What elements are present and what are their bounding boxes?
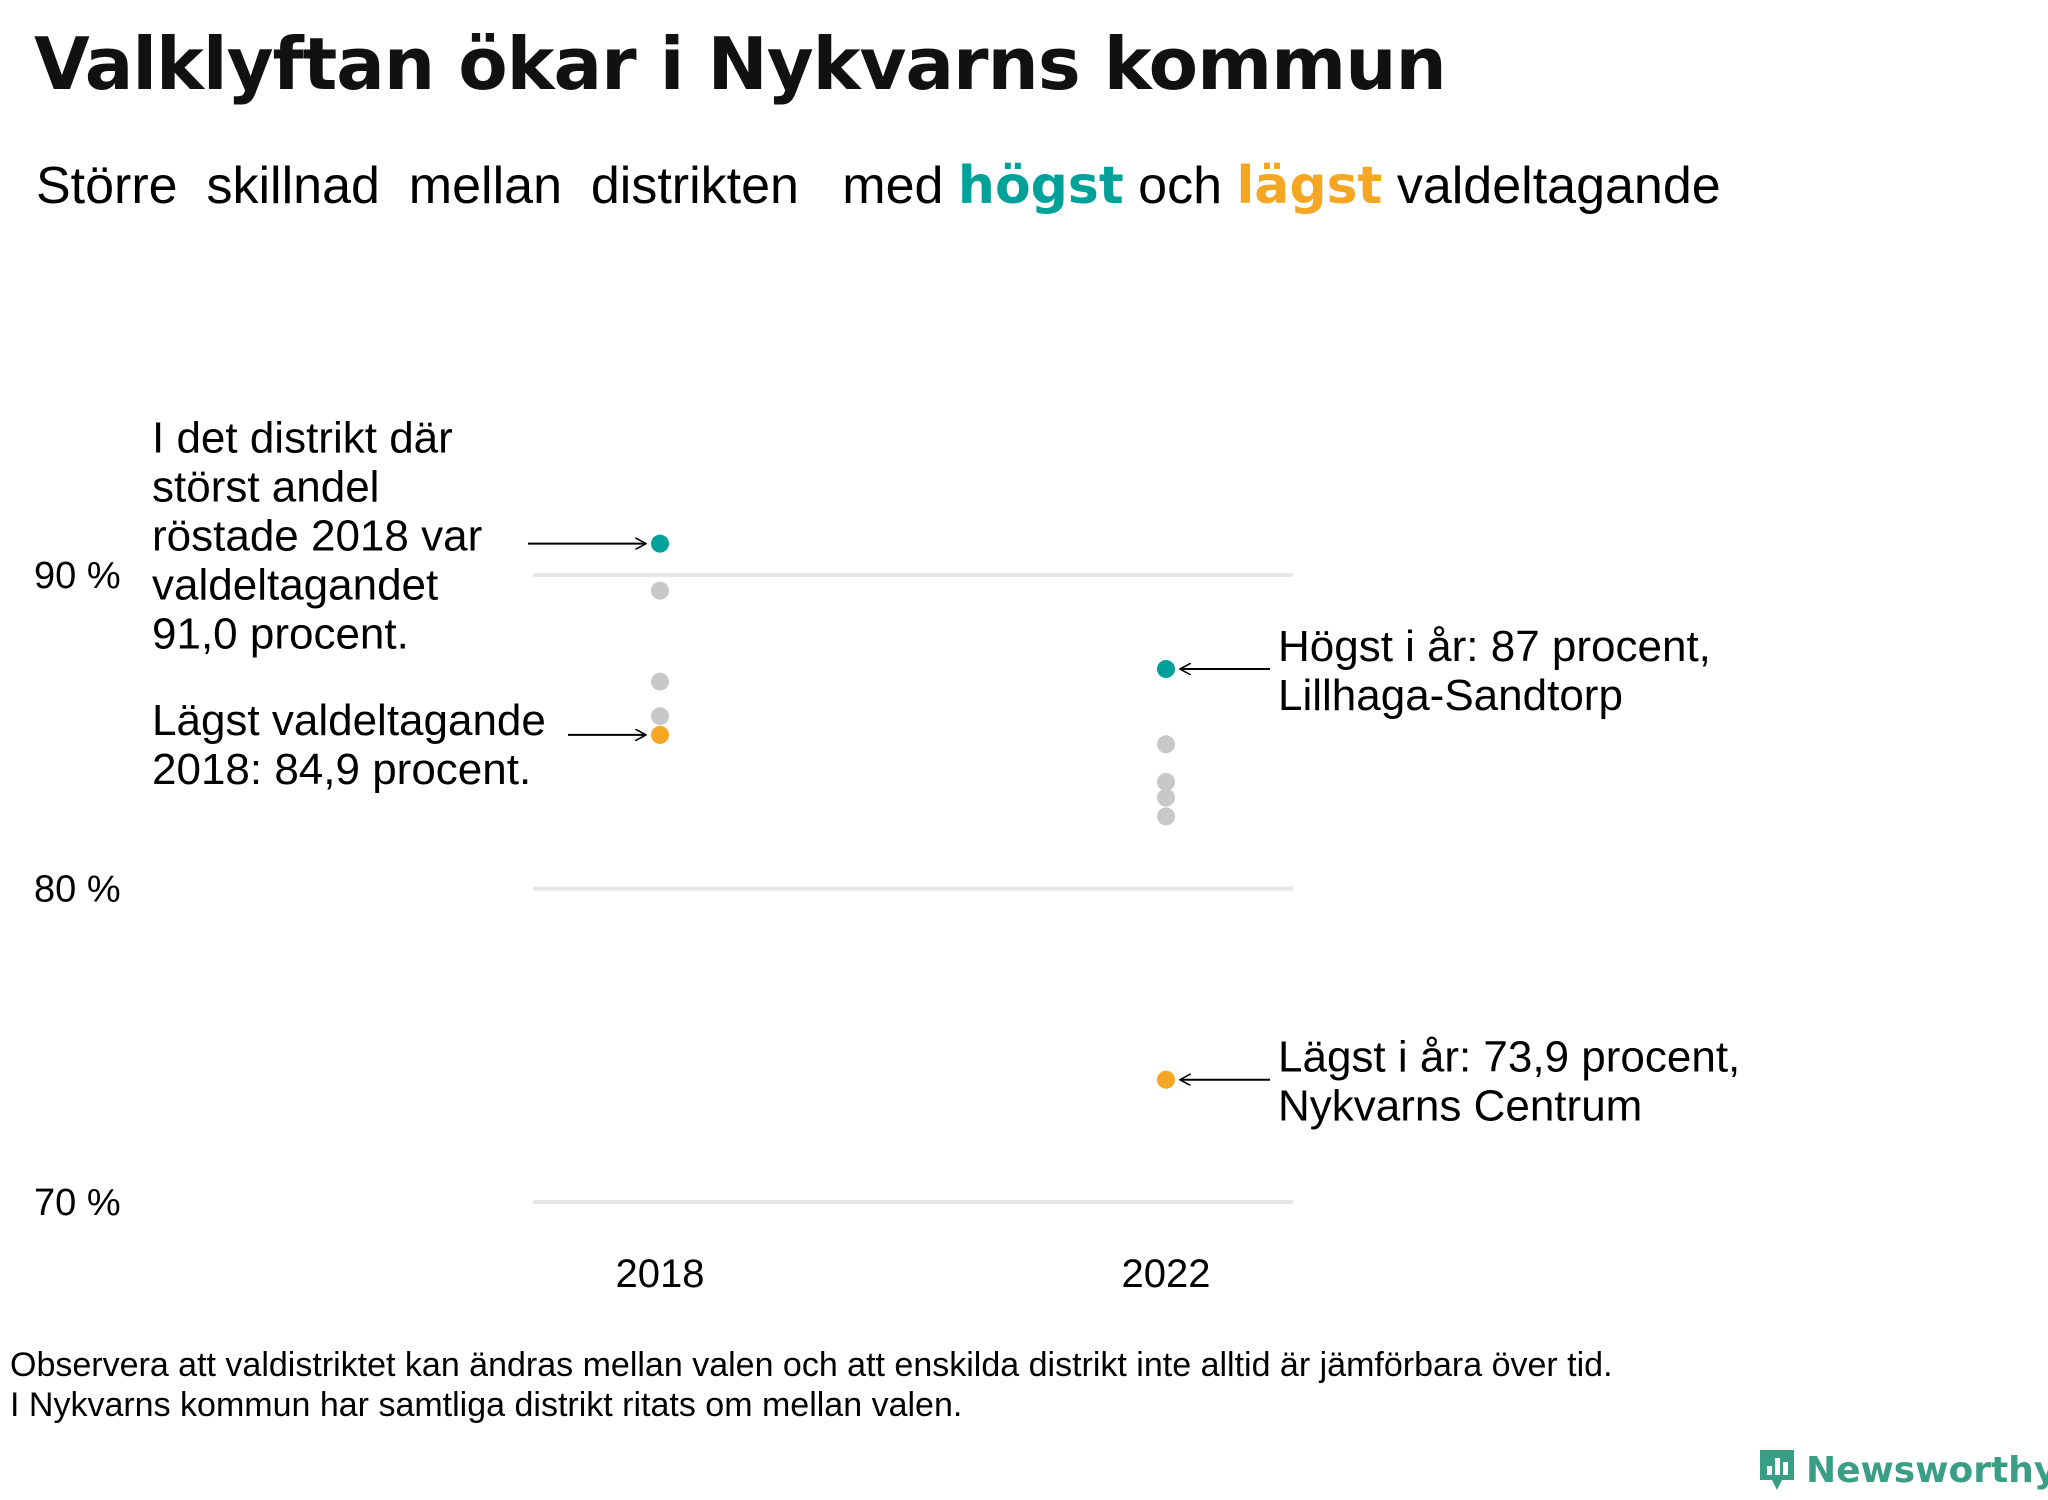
y-tick-label: 90 %	[34, 555, 121, 597]
y-tick-label: 70 %	[34, 1182, 121, 1224]
data-point-other	[1157, 807, 1175, 826]
annotation-text-line: 2018: 84,9 procent.	[152, 745, 531, 794]
data-point-other	[651, 707, 669, 726]
annotation-text-line: I det distrikt där	[152, 414, 453, 463]
data-point-highest	[651, 534, 669, 553]
data-point-highest	[1157, 660, 1175, 679]
data-point-other	[651, 581, 669, 600]
data-point-other	[651, 672, 669, 691]
data-point-lowest	[651, 725, 669, 744]
annotation-text-line: Högst i år: 87 procent,	[1278, 622, 1711, 671]
brand-name: Newsworthy	[1806, 1449, 2048, 1491]
data-points	[651, 534, 1175, 1089]
subtitle-text-start: Större skillnad mellan distrikten med	[36, 157, 958, 215]
bar-chart-speech-bubble-icon	[1760, 1450, 1794, 1490]
subtitle-highest-highlight: högst	[957, 156, 1124, 216]
dot-plot-chart: 90 % 80 % 70 % 2018 2022 I det distrikt där…	[34, 414, 1740, 1296]
annotation-text-line: Lägst i år: 73,9 procent,	[1278, 1033, 1740, 1082]
footnote: Observera att valdistriktet kan ändras m…	[10, 1345, 1613, 1425]
subtitle-lowest-highlight: lägst	[1236, 156, 1383, 216]
annotation-text-line: 91,0 procent.	[152, 610, 409, 659]
x-tick-label: 2022	[1122, 1252, 1211, 1296]
x-axis-ticks: 2018 2022	[616, 1252, 1211, 1296]
footnote-line-2: I Nykvarns kommun har samtliga distrikt …	[10, 1386, 963, 1424]
annotation-arrows	[528, 544, 1270, 1080]
gridlines	[533, 573, 1293, 1204]
x-tick-label: 2018	[616, 1252, 705, 1296]
annotation-text-line: störst andel	[152, 463, 379, 512]
footnote-line-1: Observera att valdistriktet kan ändras m…	[10, 1346, 1613, 1384]
data-point-other	[1157, 735, 1175, 754]
data-point-lowest	[1157, 1070, 1175, 1089]
annotation-text-line: valdeltagandet	[152, 561, 438, 610]
data-point-other	[1157, 772, 1175, 791]
annotation-text-line: Nykvarns Centrum	[1278, 1082, 1642, 1131]
data-point-other	[1157, 788, 1175, 807]
subtitle-text-end: valdeltagande	[1382, 157, 1721, 215]
annotation-text-line: Lägst valdeltagande	[152, 696, 546, 745]
brand-logo: Newsworthy	[1758, 1448, 2048, 1492]
y-tick-label: 80 %	[34, 869, 121, 911]
chart-subtitle: Större skillnad mellan distrikten med hö…	[36, 156, 1721, 216]
annotation-text-line: röstade 2018 var	[152, 512, 482, 561]
annotation-text-line: Lillhaga-Sandtorp	[1278, 671, 1623, 720]
y-axis-ticks: 90 % 80 % 70 %	[34, 555, 121, 1224]
chart-title: Valklyftan ökar i Nykvarns kommun	[34, 22, 1447, 106]
subtitle-text-middle: och	[1123, 157, 1237, 215]
